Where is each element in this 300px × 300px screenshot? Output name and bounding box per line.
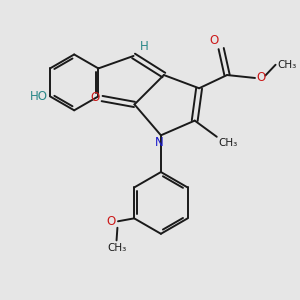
Text: H: H [140,40,149,53]
Text: N: N [155,136,164,149]
Text: O: O [90,91,99,103]
Text: HO: HO [30,90,48,103]
Text: CH₃: CH₃ [277,60,296,70]
Text: O: O [256,71,266,84]
Text: CH₃: CH₃ [107,243,126,253]
Text: O: O [210,34,219,47]
Text: O: O [106,215,116,228]
Text: CH₃: CH₃ [218,138,238,148]
